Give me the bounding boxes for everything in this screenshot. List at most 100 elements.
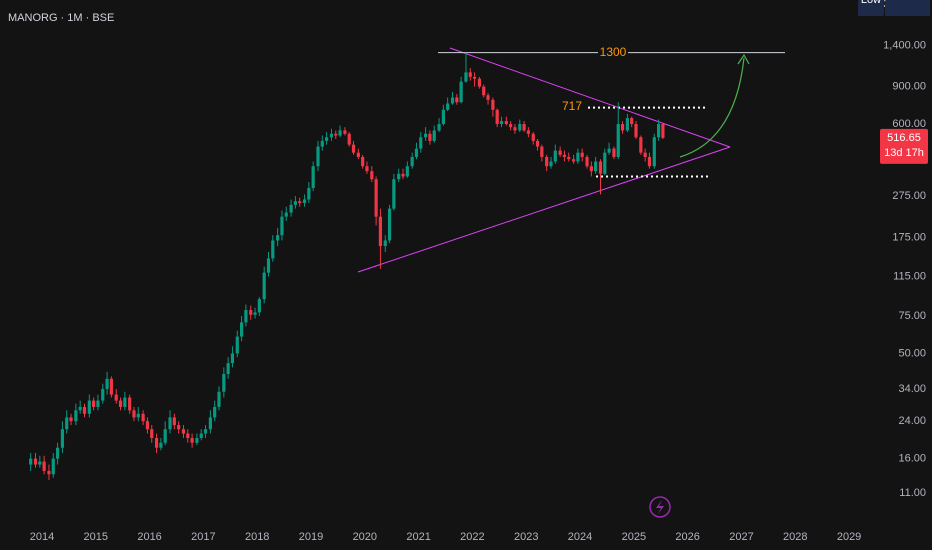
candle-body bbox=[410, 156, 414, 167]
candle-body bbox=[639, 137, 643, 153]
y-tick-label: 34.00 bbox=[898, 383, 926, 395]
y-tick-label: 1,400.00 bbox=[883, 40, 926, 52]
trendline-lower bbox=[357, 146, 731, 273]
candle-body bbox=[585, 156, 589, 167]
candle-body bbox=[280, 216, 284, 236]
candle-body bbox=[159, 442, 163, 448]
candle-body bbox=[181, 429, 186, 434]
candle-body bbox=[450, 97, 455, 104]
candle-body bbox=[33, 458, 38, 465]
candle-body bbox=[370, 171, 374, 180]
candle-body bbox=[47, 470, 51, 475]
candle-body bbox=[284, 212, 288, 217]
candle-body bbox=[603, 152, 607, 174]
candle-body bbox=[343, 130, 347, 134]
candle-body bbox=[271, 240, 275, 259]
candle-body bbox=[424, 133, 428, 138]
candle-body bbox=[351, 144, 356, 153]
event-icon[interactable] bbox=[649, 496, 671, 518]
x-tick-label: 2021 bbox=[406, 531, 430, 543]
y-tick-label: 600.00 bbox=[892, 118, 926, 130]
candle-body bbox=[316, 146, 320, 167]
candle-body bbox=[374, 179, 378, 217]
y-tick-label: 16.00 bbox=[898, 453, 926, 465]
candle-body bbox=[329, 133, 334, 138]
low-tag-box bbox=[858, 0, 884, 16]
candle-body bbox=[545, 156, 549, 167]
candle-body bbox=[571, 159, 576, 162]
candle-body bbox=[576, 152, 580, 162]
candle-body bbox=[441, 109, 445, 125]
candle-body bbox=[491, 99, 495, 110]
countdown: 13d 17h bbox=[884, 147, 924, 159]
candle-body bbox=[455, 97, 459, 103]
low-value-box bbox=[885, 0, 930, 16]
candle-body bbox=[213, 406, 217, 418]
candle-body bbox=[477, 78, 482, 87]
candle-body bbox=[472, 76, 477, 79]
candle-body bbox=[87, 400, 91, 414]
candle-body bbox=[661, 124, 665, 138]
candle-body bbox=[199, 433, 203, 439]
candle-body bbox=[325, 137, 329, 141]
x-tick-label: 2017 bbox=[191, 531, 215, 543]
candle-body bbox=[526, 130, 530, 134]
projection-arrow bbox=[679, 57, 745, 158]
candle-body bbox=[74, 410, 78, 422]
candle-body bbox=[118, 400, 123, 407]
candle-body bbox=[356, 152, 360, 157]
candle-body bbox=[365, 166, 369, 172]
y-tick-label: 900.00 bbox=[892, 81, 926, 93]
candle-body bbox=[347, 133, 351, 145]
candle-body bbox=[65, 417, 69, 430]
candle-body bbox=[145, 421, 150, 430]
candle-body bbox=[96, 400, 100, 407]
candle-body bbox=[558, 150, 562, 155]
candle-body bbox=[594, 161, 598, 172]
candle-body bbox=[459, 81, 463, 103]
x-tick-label: 2020 bbox=[353, 531, 377, 543]
candle-body bbox=[522, 124, 526, 131]
candle-body bbox=[499, 121, 504, 125]
low-tag: Low bbox=[861, 0, 881, 6]
candle-body bbox=[293, 201, 298, 205]
x-tick-label: 2029 bbox=[837, 531, 861, 543]
candle-body bbox=[239, 322, 244, 337]
candle-body bbox=[598, 161, 603, 174]
candle-body bbox=[464, 72, 468, 82]
candle-body bbox=[397, 173, 401, 180]
candle-body bbox=[504, 121, 508, 125]
x-tick-label: 2019 bbox=[299, 531, 323, 543]
y-tick-label: 115.00 bbox=[893, 270, 926, 282]
candle-body bbox=[132, 410, 136, 418]
candle-body bbox=[509, 124, 513, 128]
candle-body bbox=[92, 400, 96, 407]
x-tick-label: 2014 bbox=[30, 531, 54, 543]
candle-body bbox=[51, 458, 55, 475]
candle-body bbox=[276, 235, 280, 241]
candle-body bbox=[446, 103, 450, 110]
candle-body bbox=[128, 397, 132, 411]
x-tick-label: 2018 bbox=[245, 531, 269, 543]
candle-body bbox=[150, 429, 154, 439]
candle-body bbox=[55, 447, 60, 459]
x-tick-label: 2022 bbox=[460, 531, 484, 543]
candle-body bbox=[60, 429, 65, 448]
candle-body bbox=[419, 137, 423, 149]
candle-body bbox=[226, 363, 230, 375]
candle-body bbox=[652, 137, 656, 167]
candle-body bbox=[82, 406, 87, 414]
x-tick-label: 2015 bbox=[84, 531, 108, 543]
candle-body bbox=[625, 118, 629, 131]
candle-body bbox=[567, 156, 571, 160]
candle-body bbox=[630, 118, 634, 125]
candle-body bbox=[612, 148, 616, 157]
chart-title: MANORG · 1M · BSE bbox=[8, 12, 114, 24]
candle-body bbox=[42, 461, 46, 471]
candle-body bbox=[495, 109, 499, 125]
candle-body bbox=[253, 312, 257, 315]
candle-body bbox=[266, 258, 271, 273]
candle-body bbox=[235, 336, 239, 354]
candle-body bbox=[428, 133, 432, 141]
